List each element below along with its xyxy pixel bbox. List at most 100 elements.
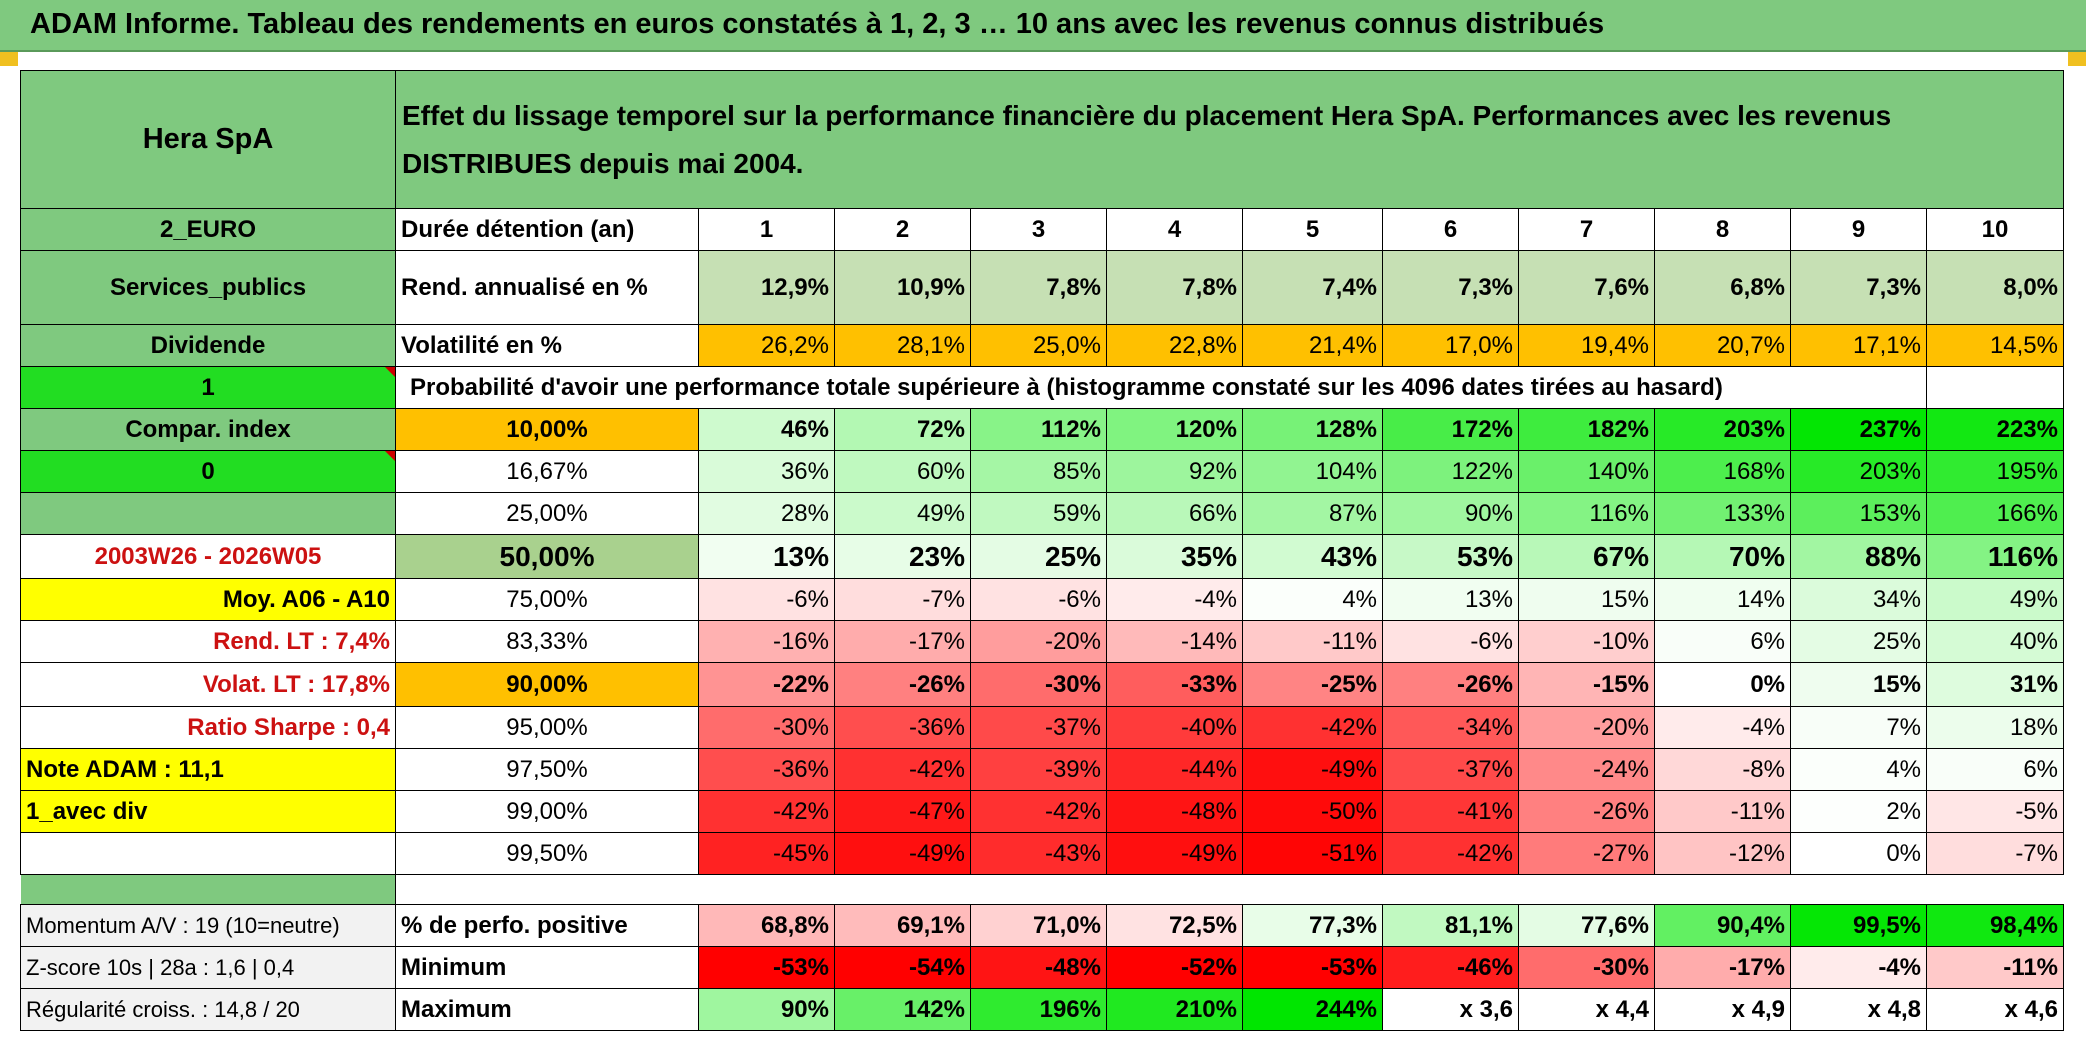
- quantile-cell: 195%: [1926, 450, 2064, 493]
- quantile-cell: 31%: [1926, 662, 2064, 707]
- quantile-label: 83,33%: [395, 620, 699, 663]
- quantile-cell: 4%: [1242, 578, 1383, 621]
- minimum-cell: -4%: [1790, 946, 1927, 989]
- currency-label: 2_EURO: [20, 208, 396, 251]
- quantile-cell: 40%: [1926, 620, 2064, 663]
- quantile-cell: 223%: [1926, 408, 2064, 451]
- quantile-cell: 85%: [970, 450, 1107, 493]
- spacer: [395, 874, 2064, 905]
- corner-marker-icon: [2068, 52, 2086, 66]
- maximum-cell: 142%: [834, 988, 971, 1031]
- minimum-label: Minimum: [395, 946, 699, 989]
- empty-cell: [1926, 366, 2064, 409]
- quantile-cell: -45%: [698, 832, 835, 875]
- quantile-label: 50,00%: [395, 534, 699, 579]
- maximum-row: Régularité croiss. : 14,8 / 20 Maximum 9…: [20, 988, 2064, 1031]
- maximum-cell: x 4,4: [1518, 988, 1655, 1031]
- flag-one-cell[interactable]: 1: [20, 366, 396, 409]
- quantile-cell: 88%: [1790, 534, 1927, 579]
- quantile-label: 16,67%: [395, 450, 699, 493]
- quantile-cell: 23%: [834, 534, 971, 579]
- quantile-cell: -16%: [698, 620, 835, 663]
- empty-cell: [20, 832, 396, 875]
- quantile-cell: -17%: [834, 620, 971, 663]
- quantile-cell: 203%: [1790, 450, 1927, 493]
- minimum-cell: -17%: [1654, 946, 1791, 989]
- perf-pos-cell: 99,5%: [1790, 904, 1927, 947]
- quantile-cell: 28%: [698, 492, 835, 535]
- rend-cell: 7,8%: [970, 250, 1107, 325]
- year-cell: 8: [1654, 208, 1791, 251]
- flag-zero-cell[interactable]: 0: [20, 450, 396, 493]
- maximum-cell: x 4,6: [1926, 988, 2064, 1031]
- quantile-cell: -33%: [1106, 662, 1243, 707]
- quantile-cell: -30%: [698, 706, 835, 749]
- quantile-cell: -6%: [1382, 620, 1519, 663]
- quantile-cell: -30%: [970, 662, 1107, 707]
- quantile-cell: -11%: [1654, 790, 1791, 833]
- perf-pos-row: Momentum A/V : 19 (10=neutre) % de perfo…: [20, 904, 2064, 947]
- rend-label: Rend. annualisé en %: [395, 250, 699, 325]
- quantile-cell: 25%: [1790, 620, 1927, 663]
- minimum-cell: -46%: [1382, 946, 1519, 989]
- quantile-row: 25,00% 28% 49% 59% 66% 87% 90% 116% 133%…: [20, 492, 2064, 535]
- quantile-cell: -12%: [1654, 832, 1791, 875]
- quantile-row: Compar. index 10,00% 46% 72% 112% 120% 1…: [20, 408, 2064, 451]
- volat-cell: 22,8%: [1106, 324, 1243, 367]
- volat-row: Dividende Volatilité en % 26,2% 28,1% 25…: [20, 324, 2064, 367]
- quantile-cell: -6%: [970, 578, 1107, 621]
- quantile-cell: 14%: [1654, 578, 1791, 621]
- quantile-cell: -20%: [970, 620, 1107, 663]
- regularite-label: Régularité croiss. : 14,8 / 20: [20, 988, 396, 1031]
- year-cell: 6: [1382, 208, 1519, 251]
- quantile-label: 75,00%: [395, 578, 699, 621]
- spacer-row: [20, 874, 2064, 905]
- rend-cell: 7,4%: [1242, 250, 1383, 325]
- quantile-cell: -34%: [1382, 706, 1519, 749]
- perf-pos-cell: 77,6%: [1518, 904, 1655, 947]
- perf-pos-cell: 71,0%: [970, 904, 1107, 947]
- rend-cell: 7,6%: [1518, 250, 1655, 325]
- note-label: Note ADAM : 11,1: [20, 748, 396, 791]
- quantile-label: 25,00%: [395, 492, 699, 535]
- volat-cell: 14,5%: [1926, 324, 2064, 367]
- quantile-cell: 168%: [1654, 450, 1791, 493]
- volat-cell: 17,0%: [1382, 324, 1519, 367]
- quantile-cell: -47%: [834, 790, 971, 833]
- volat-cell: 25,0%: [970, 324, 1107, 367]
- quantile-cell: 0%: [1654, 662, 1791, 707]
- quantile-cell: 6%: [1654, 620, 1791, 663]
- rend-cell: 12,9%: [698, 250, 835, 325]
- quantile-cell: 237%: [1790, 408, 1927, 451]
- perf-pos-label: % de perfo. positive: [395, 904, 699, 947]
- quantile-cell: 43%: [1242, 534, 1383, 579]
- quantile-row: Rend. LT : 7,4% 83,33% -16% -17% -20% -1…: [20, 620, 2064, 663]
- maximum-cell: x 4,9: [1654, 988, 1791, 1031]
- quantile-cell: 36%: [698, 450, 835, 493]
- quantile-cell: -42%: [698, 790, 835, 833]
- zscore-label: Z-score 10s | 28a : 1,6 | 0,4: [20, 946, 396, 989]
- quantile-cell: -15%: [1518, 662, 1655, 707]
- quantile-cell: -7%: [834, 578, 971, 621]
- minimum-cell: -53%: [1242, 946, 1383, 989]
- quantile-row: 1_avec div 99,00% -42% -47% -42% -48% -5…: [20, 790, 2064, 833]
- volat-cell: 20,7%: [1654, 324, 1791, 367]
- quantile-cell: 166%: [1926, 492, 2064, 535]
- perf-pos-cell: 98,4%: [1926, 904, 2064, 947]
- quantile-cell: 120%: [1106, 408, 1243, 451]
- volat-label: Volatilité en %: [395, 324, 699, 367]
- quantile-cell: 15%: [1518, 578, 1655, 621]
- quantile-cell: 46%: [698, 408, 835, 451]
- maximum-cell: 244%: [1242, 988, 1383, 1031]
- perf-pos-cell: 68,8%: [698, 904, 835, 947]
- empty-green-cell: [20, 492, 396, 535]
- perf-pos-cell: 90,4%: [1654, 904, 1791, 947]
- quantile-cell: -26%: [1382, 662, 1519, 707]
- quantile-cell: 4%: [1790, 748, 1927, 791]
- momentum-label: Momentum A/V : 19 (10=neutre): [20, 904, 396, 947]
- quantile-cell: -27%: [1518, 832, 1655, 875]
- rend-row: Services_publics Rend. annualisé en % 12…: [20, 250, 2064, 325]
- year-cell: 5: [1242, 208, 1383, 251]
- quantile-cell: -14%: [1106, 620, 1243, 663]
- volat-cell: 26,2%: [698, 324, 835, 367]
